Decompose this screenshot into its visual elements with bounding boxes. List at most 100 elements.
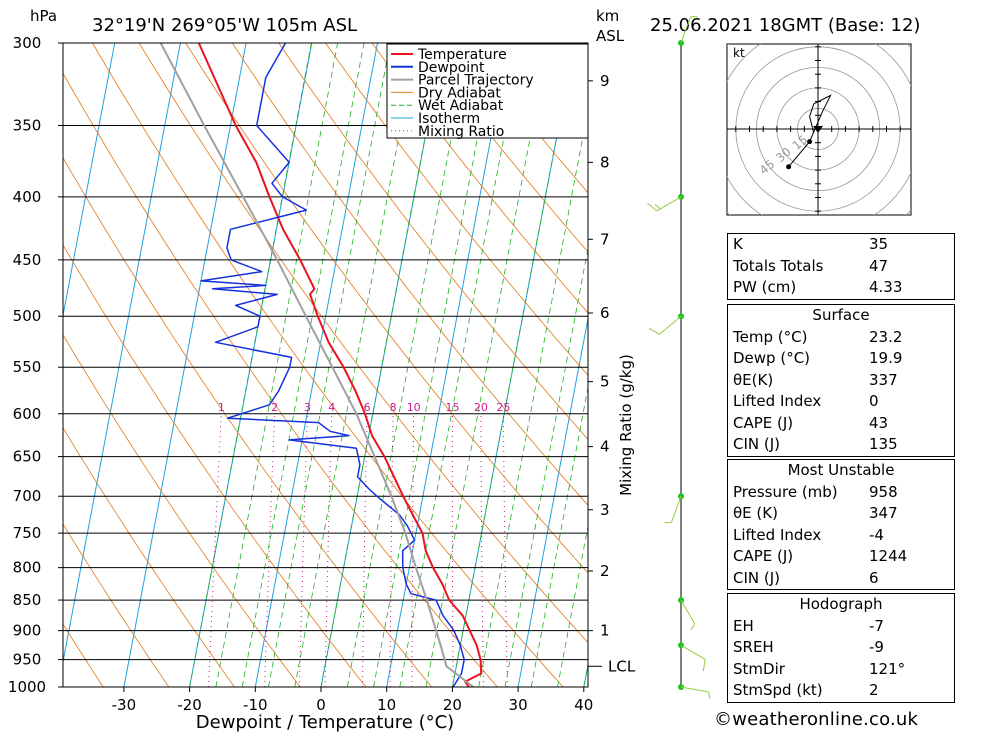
- legend-entry: Dewpoint: [418, 60, 485, 76]
- stat-label: K: [733, 235, 743, 253]
- isotherm-line: [254, 43, 378, 687]
- wind-barb: [656, 196, 682, 212]
- temperature-tick-label: 20: [443, 696, 462, 714]
- wet-adiabat-line: [583, 662, 588, 687]
- stat-label: CIN (J): [733, 435, 781, 453]
- stat-label: CIN (J): [733, 568, 781, 587]
- wind-barb: [659, 315, 682, 335]
- pressure-tick-label: 550: [13, 358, 42, 376]
- stat-label: CAPE (J): [733, 547, 794, 565]
- stat-row: Lifted Index 0: [728, 391, 954, 413]
- mixing-ratio-label: 4: [328, 401, 335, 414]
- height-tick-label: 6: [600, 304, 610, 322]
- height-tick-label: 7: [600, 230, 610, 248]
- temperature-tick-label: 10: [377, 696, 396, 714]
- lcl-label: LCL: [608, 657, 636, 675]
- mixing-ratio-line: [389, 413, 394, 687]
- pressure-tick-label: 350: [13, 116, 42, 134]
- most-unstable-table: Most Unstable Pressure (mb) 958 θE (K) 347 L…: [727, 459, 955, 590]
- plot-frame: [62, 42, 589, 688]
- stat-row: SREH -9: [728, 637, 954, 659]
- stat-row: Pressure (mb) 958: [728, 482, 954, 504]
- stat-label: Pressure (mb): [733, 482, 838, 501]
- isotherm-line: [189, 43, 313, 687]
- pressure-tick-label: 950: [13, 651, 42, 669]
- legend-entry: Parcel Trajectory: [418, 73, 534, 89]
- wind-barb-flag: [702, 659, 706, 672]
- height-tick-label: 2: [600, 562, 610, 580]
- stat-row: StmSpd (kt) 2: [728, 680, 954, 702]
- copyright-footer: ©weatheronline.co.uk: [714, 709, 919, 730]
- wet-adiabat-line: [268, 43, 391, 687]
- pressure-tick-label: 500: [13, 307, 42, 325]
- wind-barb: [680, 686, 709, 693]
- pressure-tick-label: 850: [13, 591, 42, 609]
- legend-entry: Temperature: [417, 47, 507, 63]
- storm-motion-marker: [813, 126, 823, 133]
- stat-row: CAPE (J) 43: [728, 413, 954, 435]
- stat-value: -7: [869, 616, 884, 635]
- stat-label: Totals Totals: [733, 256, 824, 275]
- isotherm-line: [320, 43, 444, 687]
- wind-barb-flag: [648, 327, 660, 335]
- dry-adiabat-line: [63, 523, 170, 687]
- stat-value: 6: [869, 568, 879, 587]
- mixing-ratio-line: [208, 413, 222, 687]
- isotherm-line: [63, 43, 116, 319]
- height-tick-label: 9: [600, 72, 610, 90]
- wet-adiabat-line: [241, 43, 365, 687]
- stat-value: 23.2: [869, 327, 903, 346]
- temperature-tick-label: 30: [509, 696, 528, 714]
- wind-barb: [680, 16, 692, 44]
- legend-entry: Isotherm: [418, 111, 480, 127]
- stat-value: 19.9: [869, 349, 903, 367]
- dry-adiabat-line: [418, 43, 588, 253]
- mixing-ratio-label: 10: [407, 401, 421, 414]
- stat-row: EH -7: [728, 616, 954, 638]
- temperature-tick-label: -30: [112, 696, 137, 714]
- stat-label: Dewp (°C): [733, 349, 811, 367]
- stat-value: -9: [869, 638, 884, 656]
- wind-barb: [680, 599, 696, 625]
- stat-row: CIN (J) 6: [728, 568, 954, 590]
- mixing-ratio-line: [480, 413, 484, 687]
- hpa-unit-label: hPa: [30, 7, 57, 25]
- stat-label: Lifted Index: [733, 392, 822, 410]
- stat-value: -4: [869, 525, 884, 544]
- mixing-ratio-label: 8: [390, 401, 397, 414]
- wind-barb-flag: [654, 204, 661, 210]
- wind-barb-flag: [708, 691, 711, 699]
- temperature-tick-label: -10: [243, 696, 268, 714]
- stat-label: θE(K): [733, 370, 774, 389]
- asl-unit-label: ASL: [596, 27, 625, 45]
- height-tick-label: 8: [600, 153, 610, 171]
- temperature-tick-label: -20: [177, 696, 202, 714]
- stat-row: Totals Totals 47: [728, 256, 954, 278]
- mixing-ratio-label: 6: [364, 401, 371, 414]
- stat-row: Dewp (°C) 19.9: [728, 348, 954, 370]
- wind-barb-flag: [647, 202, 658, 212]
- pressure-tick-label: 650: [13, 448, 42, 466]
- mixing-ratio-label: 20: [474, 401, 488, 414]
- wind-barb: [670, 496, 682, 523]
- stat-row: StmDir 121°: [728, 659, 954, 681]
- stat-value: 47: [869, 256, 889, 275]
- indices-table: K 35 Totals Totals 47 PW (cm) 4.33: [727, 233, 955, 300]
- isotherm-line: [63, 43, 181, 665]
- stat-value: 2: [869, 681, 879, 699]
- pressure-tick-label: 750: [13, 524, 42, 542]
- legend-entry: Wet Adiabat: [418, 98, 504, 114]
- pressure-tick-label: 400: [13, 188, 42, 206]
- dry-adiabat-line: [63, 334, 301, 687]
- dry-adiabat-line: [371, 43, 588, 314]
- km-unit-label: km: [596, 7, 619, 25]
- stat-value: 121°: [869, 659, 906, 678]
- stat-label: CAPE (J): [733, 413, 794, 432]
- height-tick-label: 3: [600, 501, 610, 519]
- stat-value: 4.33: [869, 278, 903, 296]
- hodograph-point: [807, 139, 813, 145]
- wind-barb: [680, 644, 706, 660]
- stat-row: θE (K) 347: [728, 503, 954, 525]
- stat-label: Temp (°C): [733, 327, 808, 346]
